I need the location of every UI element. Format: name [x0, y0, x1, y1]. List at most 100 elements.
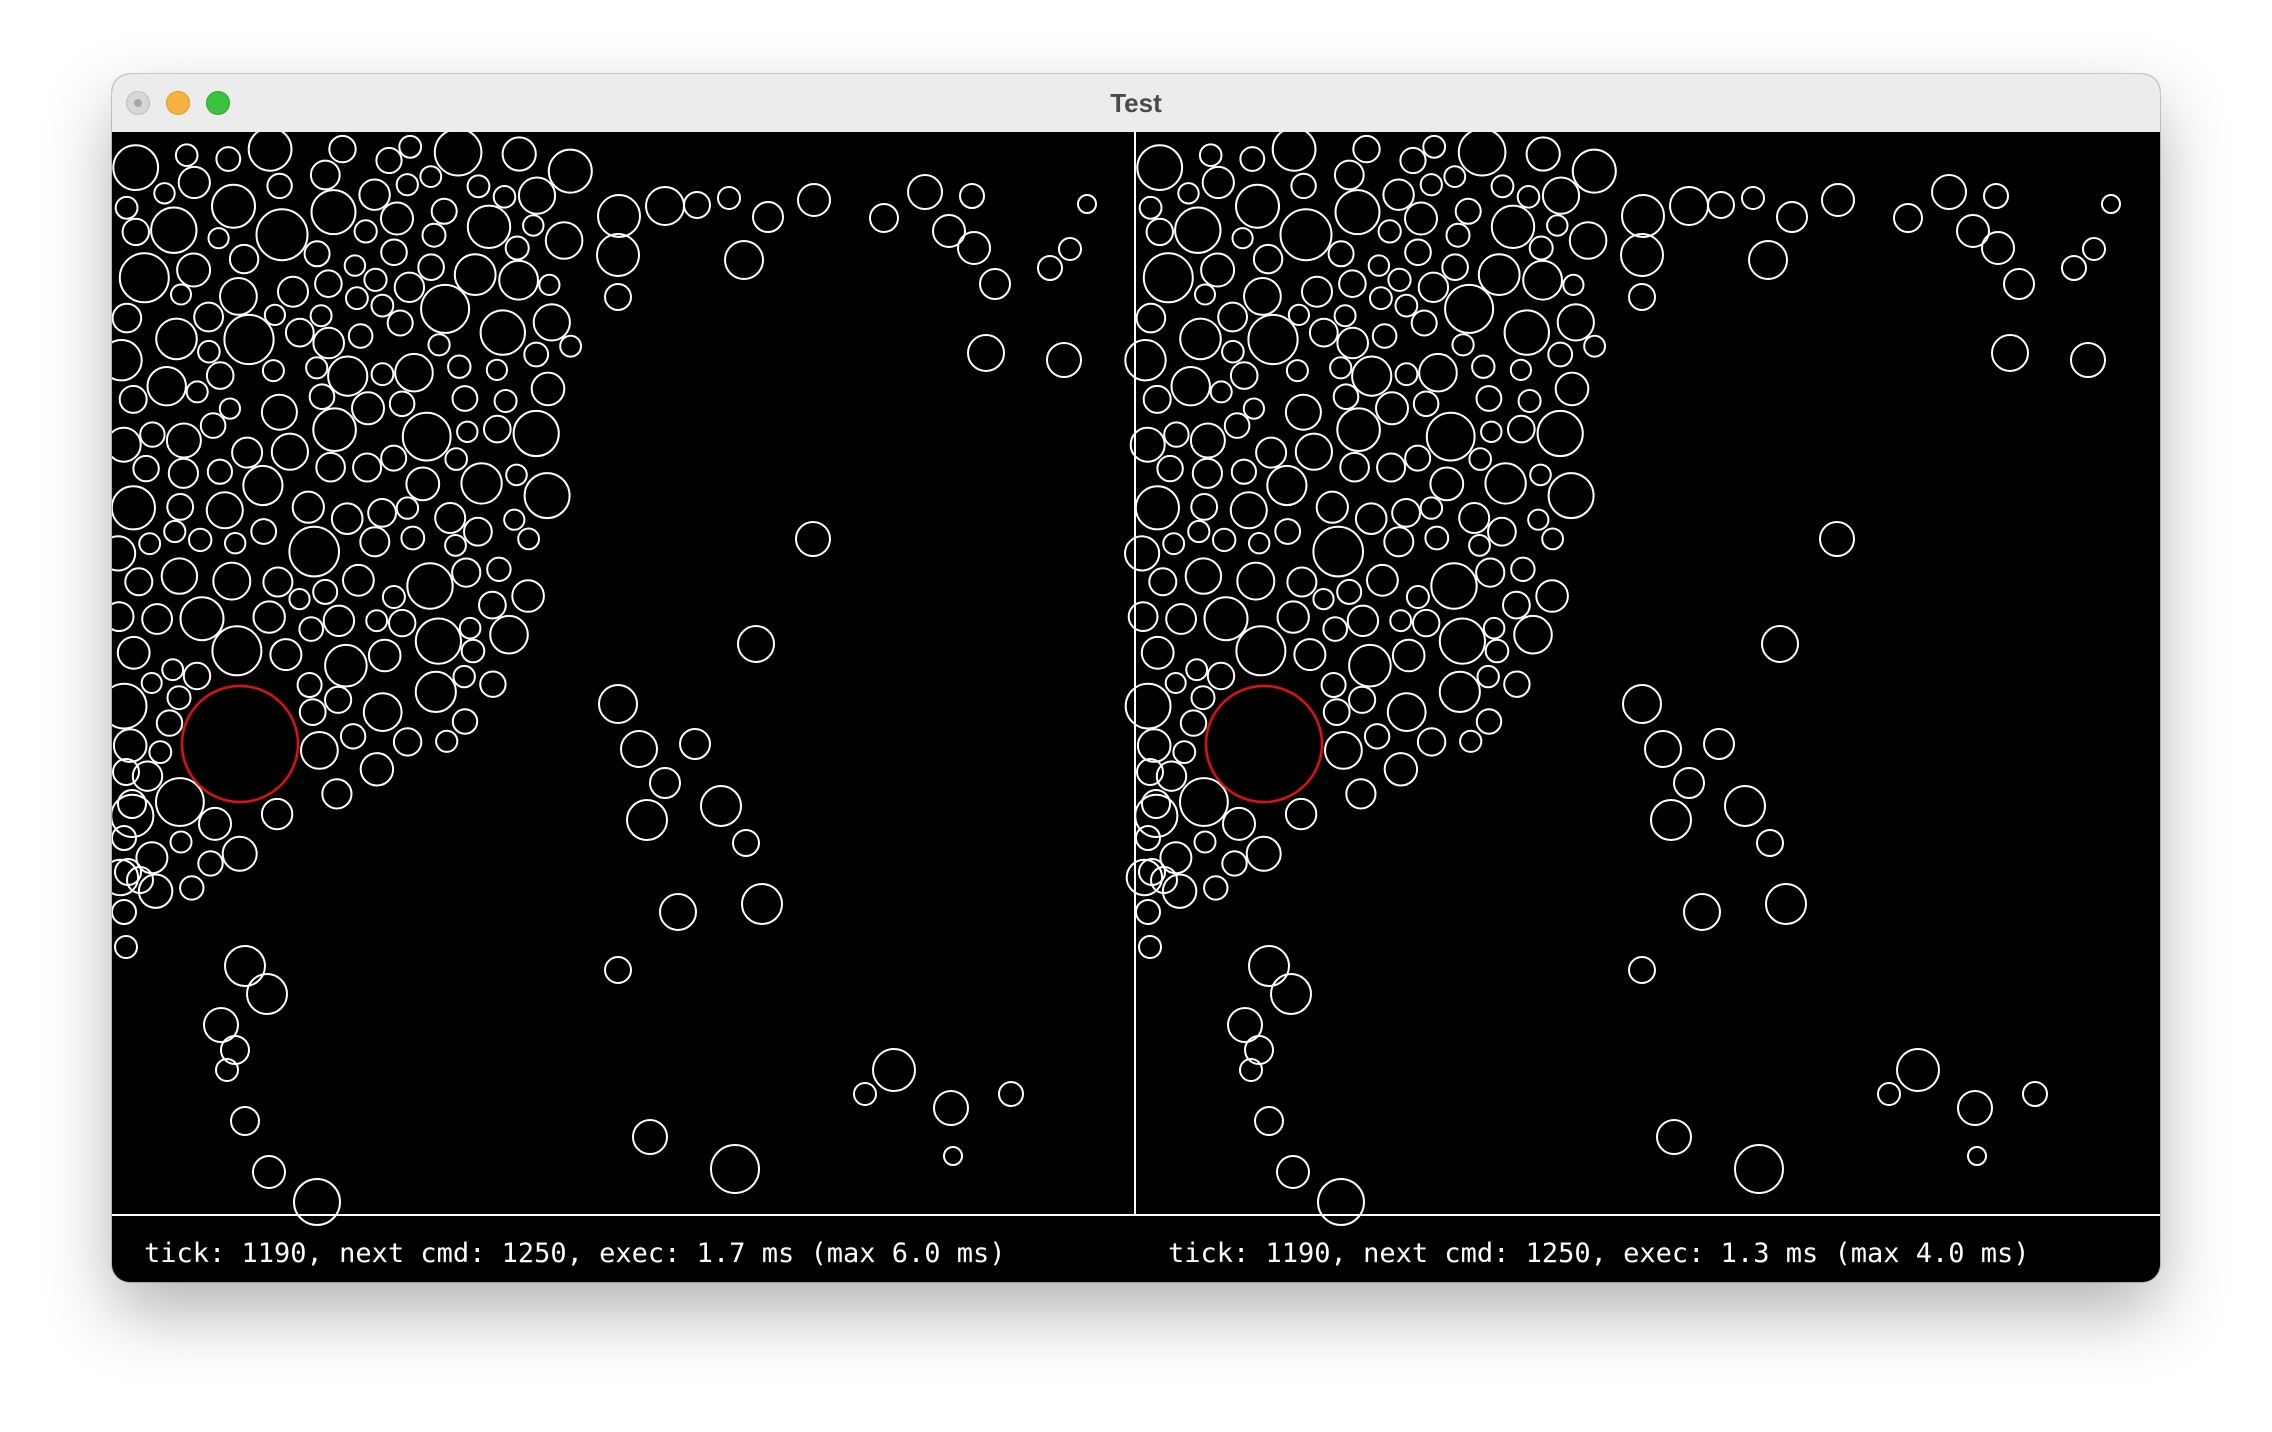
particle-circle: [221, 835, 258, 872]
zoom-button[interactable]: [206, 91, 230, 115]
particle-circle: [288, 525, 340, 578]
particle-circle: [1956, 214, 1990, 248]
particle-circle: [1332, 383, 1360, 411]
particle-circle: [1583, 334, 1606, 358]
particle-circle: [1229, 361, 1259, 390]
particle-circle: [700, 785, 742, 827]
particle-circle: [199, 412, 227, 439]
particle-circle: [1203, 875, 1229, 901]
particle-circle: [620, 730, 658, 768]
particle-circle: [1741, 186, 1765, 210]
particle-circle: [1247, 313, 1299, 366]
particle-circle: [1230, 458, 1258, 485]
particle-circle: [1620, 233, 1664, 277]
particle-circle: [1141, 789, 1171, 819]
highlight-ring-left: [180, 684, 300, 804]
particle-circle: [309, 304, 333, 328]
particle-circle: [933, 1090, 969, 1126]
particle-circle: [303, 240, 331, 268]
particle-circle: [198, 806, 232, 841]
highlight-ring-right: [1204, 684, 1324, 804]
particle-circle: [493, 389, 518, 413]
particle-circle: [649, 767, 681, 799]
particle-circle: [907, 174, 943, 210]
particle-circle: [215, 1058, 239, 1082]
particle-circle: [1179, 709, 1208, 737]
particle-circle: [1198, 143, 1223, 168]
particle-circle: [979, 268, 1011, 300]
particle-circle: [1487, 516, 1517, 547]
particle-circle: [112, 426, 142, 463]
particle-circle: [1163, 421, 1190, 448]
particle-circle: [1417, 271, 1450, 304]
particle-circle: [1405, 585, 1430, 609]
particle-circle: [414, 617, 462, 665]
particle-circle: [517, 527, 541, 551]
particle-circle: [1142, 384, 1172, 414]
particle-circle: [1270, 973, 1312, 1015]
particle-circle: [321, 778, 353, 810]
minimize-button[interactable]: [166, 91, 190, 115]
particle-circle: [1124, 535, 1161, 572]
particle-circle: [148, 740, 173, 764]
particle-circle: [1458, 502, 1491, 534]
particle-circle: [308, 383, 336, 411]
close-button[interactable]: [126, 91, 150, 115]
particle-circle: [463, 516, 493, 547]
particle-circle: [288, 588, 311, 611]
particle-circle: [1317, 1178, 1365, 1226]
particle-circle: [1386, 692, 1427, 732]
particle-circle: [1136, 144, 1184, 191]
particle-circle: [193, 301, 224, 333]
particle-circle: [1369, 286, 1393, 311]
particle-circle: [1502, 590, 1531, 620]
particle-circle: [141, 603, 173, 635]
particle-circle: [456, 420, 479, 443]
particle-circle: [262, 566, 294, 598]
particle-circle: [1312, 588, 1335, 611]
particle-circle: [375, 146, 403, 175]
particle-circle: [170, 283, 192, 306]
particle-circle: [1468, 534, 1491, 557]
particle-circle: [380, 444, 408, 472]
particle-circle: [1274, 518, 1302, 545]
particle-circle: [1484, 462, 1527, 505]
particle-circle: [741, 883, 783, 925]
particle-circle: [1554, 371, 1590, 407]
particle-circle: [1389, 609, 1413, 633]
particle-circle: [179, 875, 205, 901]
particle-circle: [451, 557, 482, 588]
particle-circle: [284, 317, 315, 348]
particle-circle: [1562, 273, 1585, 296]
particle-circle: [1468, 447, 1492, 471]
particle-circle: [458, 616, 482, 640]
particle-circle: [118, 384, 148, 414]
particle-circle: [1376, 452, 1407, 483]
title-bar[interactable]: Test: [112, 74, 2160, 133]
particle-circle: [188, 527, 213, 553]
particle-circle: [1324, 731, 1363, 770]
particle-circle: [2061, 255, 2087, 281]
particle-circle: [215, 146, 242, 172]
particle-circle: [212, 561, 252, 601]
particle-circle: [182, 661, 212, 691]
particle-circle: [1266, 464, 1308, 507]
particle-circle: [1424, 525, 1450, 551]
particle-circle: [185, 380, 209, 404]
status-line-left: tick: 1190, next cmd: 1250, exec: 1.7 ms…: [144, 1238, 1006, 1269]
particle-circle: [1490, 174, 1515, 199]
particle-circle: [140, 672, 163, 694]
particle-circle: [1536, 409, 1584, 458]
particle-circle: [732, 829, 760, 857]
particle-circle: [211, 625, 263, 677]
particle-circle: [1223, 412, 1251, 439]
particle-circle: [327, 355, 369, 397]
particle-circle: [1155, 760, 1188, 792]
particle-circle: [255, 208, 309, 262]
particle-circle: [1366, 563, 1399, 597]
particle-circle: [1161, 873, 1198, 909]
particle-circle: [1284, 797, 1318, 831]
particle-circle: [452, 664, 476, 689]
particle-circle: [351, 391, 385, 426]
particle-circle: [362, 692, 403, 732]
